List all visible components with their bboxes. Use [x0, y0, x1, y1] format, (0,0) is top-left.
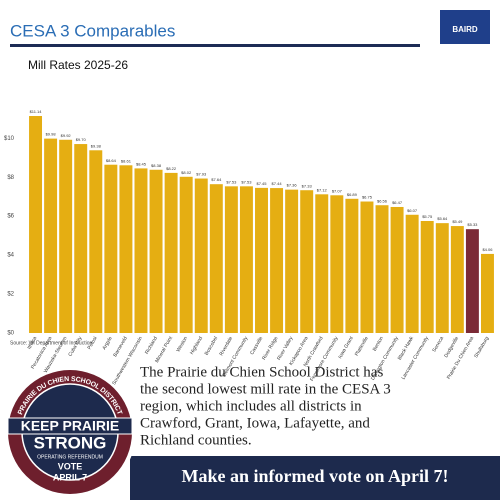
- logo: BAIRD: [452, 25, 478, 34]
- bar: [360, 201, 374, 333]
- value-label: $7.93: [196, 172, 207, 177]
- bar: [239, 186, 253, 333]
- y-tick-label: $6: [7, 214, 14, 220]
- value-label: $5.64: [437, 216, 448, 221]
- value-label: $9.92: [61, 133, 72, 138]
- value-label: $7.12: [317, 187, 328, 192]
- bar: [194, 178, 208, 333]
- badge-band: [7, 417, 133, 435]
- value-label: $7.45: [256, 181, 267, 186]
- bar: [345, 198, 359, 333]
- badge-line1: KEEP PRAIRIE: [21, 418, 120, 434]
- value-label: $11.14: [30, 109, 43, 114]
- bar: [164, 172, 178, 333]
- value-label: $7.33: [302, 183, 313, 188]
- value-label: $5.49: [452, 219, 463, 224]
- value-label: $7.64: [211, 177, 222, 182]
- message-line: Crawford, Grant, Iowa, Lafayette, and: [140, 415, 370, 431]
- value-label: $8.64: [106, 158, 117, 163]
- y-tick-label: $4: [7, 253, 14, 259]
- bar: [405, 214, 419, 333]
- bar: [89, 150, 103, 333]
- bar: [224, 186, 238, 333]
- bar: [179, 176, 193, 333]
- bar: [450, 226, 464, 333]
- value-label: $9.38: [91, 143, 102, 148]
- bar: [480, 253, 494, 333]
- message-line: Richland counties.: [140, 432, 252, 448]
- bar: [149, 169, 163, 333]
- value-label: $7.53: [241, 179, 252, 184]
- value-label: $8.02: [181, 170, 192, 175]
- y-tick-label: $8: [7, 175, 14, 181]
- header-rule: [10, 44, 420, 47]
- source: Source: WI Department of Instruction: [10, 340, 92, 346]
- bar: [255, 187, 268, 333]
- bar: [330, 195, 344, 333]
- y-tick-label: $10: [4, 136, 15, 142]
- bar: [300, 190, 314, 333]
- bar: [465, 229, 479, 333]
- bar: [44, 138, 58, 333]
- value-label: $8.22: [166, 166, 177, 171]
- message-line: region, which includes all districts in: [140, 398, 362, 414]
- logo-box: [440, 10, 490, 44]
- bar: [104, 164, 118, 333]
- badge-date: APRIL 7: [53, 472, 87, 482]
- bar: [315, 194, 329, 333]
- value-label: $6.07: [407, 208, 418, 213]
- value-label: $7.44: [272, 181, 283, 186]
- value-label: $5.33: [467, 222, 478, 227]
- badge-banner: OPERATING REFERENDUM: [37, 454, 103, 460]
- value-label: $7.36: [287, 183, 298, 188]
- bar: [285, 189, 299, 333]
- bar: [59, 139, 73, 333]
- value-label: $6.89: [347, 192, 358, 197]
- message-line: the second lowest mill rate in the CESA …: [140, 381, 391, 397]
- bar: [390, 206, 404, 333]
- chart-title: Mill Rates 2025-26: [28, 58, 128, 72]
- message-line: The Prairie du Chien School District has: [140, 364, 383, 380]
- value-label: $8.45: [136, 161, 147, 166]
- badge-vote: VOTE: [58, 461, 83, 471]
- footer-text: Make an informed vote on April 7!: [182, 466, 449, 486]
- header-title: CESA 3 Comparables: [10, 21, 175, 40]
- y-tick-label: $0: [7, 331, 14, 337]
- value-label: $9.98: [46, 132, 57, 137]
- badge: PRAIRIE DU CHIEN SCHOOL DISTRICT KEEP PR…: [4, 366, 136, 498]
- bar: [119, 165, 133, 333]
- value-label: $6.47: [392, 200, 403, 205]
- bar: [270, 188, 284, 333]
- value-label: $8.38: [151, 163, 162, 168]
- bar: [134, 168, 148, 333]
- value-label: $7.53: [226, 179, 237, 184]
- bar: [209, 184, 223, 333]
- bar: [435, 223, 449, 333]
- value-label: $6.75: [362, 195, 373, 200]
- value-label: $9.70: [76, 137, 87, 142]
- value-label: $4.06: [482, 247, 493, 252]
- bar: [420, 221, 434, 333]
- badge-line2: STRONG: [34, 433, 107, 452]
- value-label: $8.61: [121, 158, 132, 163]
- footer-banner: [130, 456, 500, 500]
- value-label: $6.56: [377, 198, 388, 203]
- value-label: $5.75: [422, 214, 433, 219]
- message: The Prairie du Chien School District has…: [140, 364, 391, 448]
- value-label: $7.07: [332, 188, 343, 193]
- bar: [375, 205, 389, 333]
- bar: [74, 144, 88, 333]
- bar: [29, 116, 43, 333]
- y-tick-label: $2: [7, 292, 14, 298]
